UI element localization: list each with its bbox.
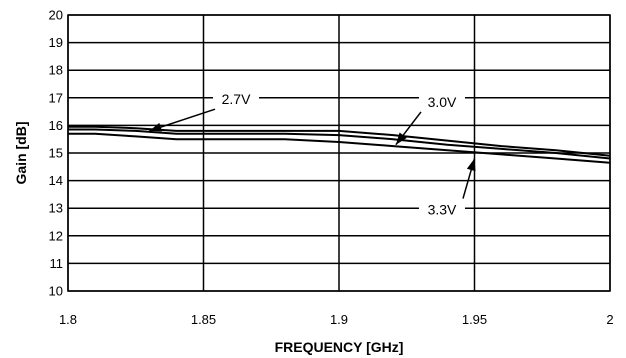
- annotation-arrowhead: [149, 122, 163, 132]
- annotation-label: 3.0V: [428, 94, 457, 110]
- x-axis-title: FREQUENCY [GHz]: [275, 339, 404, 355]
- y-tick-label: 12: [49, 228, 63, 243]
- annotation-arrowhead: [466, 158, 476, 172]
- series-line: [68, 128, 611, 160]
- annotation-label-background: [418, 90, 465, 111]
- y-tick-label: 17: [49, 90, 63, 105]
- annotation-label-background: [213, 88, 260, 109]
- x-tick-label: 1.9: [330, 312, 348, 327]
- y-tick-label: 20: [49, 8, 63, 23]
- annotation-label: 2.7V: [222, 91, 251, 107]
- series-line: [68, 125, 611, 157]
- annotation-label-background: [418, 198, 465, 219]
- y-tick-label: 11: [50, 256, 64, 271]
- x-tick-label: 1.8: [59, 312, 77, 327]
- y-tick-labels: 10 11 12 13 14 15 16 17 18 19 20: [49, 8, 63, 299]
- y-tick-label: 14: [49, 173, 63, 188]
- x-tick-label: 2: [606, 312, 613, 327]
- annotation-arrowhead: [395, 132, 407, 145]
- plot-frame: [67, 14, 611, 292]
- series-line: [68, 132, 611, 164]
- x-tick-label: 1.85: [191, 312, 216, 327]
- x-tick-label: 1.95: [462, 312, 487, 327]
- y-axis-title: Gain [dB]: [13, 122, 29, 185]
- annotations: 2.7V 3.0V 3.3V: [149, 88, 476, 219]
- y-tick-label: 15: [49, 146, 63, 161]
- y-tick-label: 19: [49, 35, 63, 50]
- x-tick-labels: 1.8 1.85 1.9 1.95 2: [59, 312, 614, 327]
- y-tick-label: 10: [49, 284, 63, 299]
- y-tick-label: 18: [49, 63, 63, 78]
- y-tick-label: 13: [49, 201, 63, 216]
- grid: [67, 14, 611, 292]
- series-lines: [68, 125, 611, 164]
- y-tick-label: 16: [49, 118, 63, 133]
- annotation-label: 3.3V: [428, 202, 457, 218]
